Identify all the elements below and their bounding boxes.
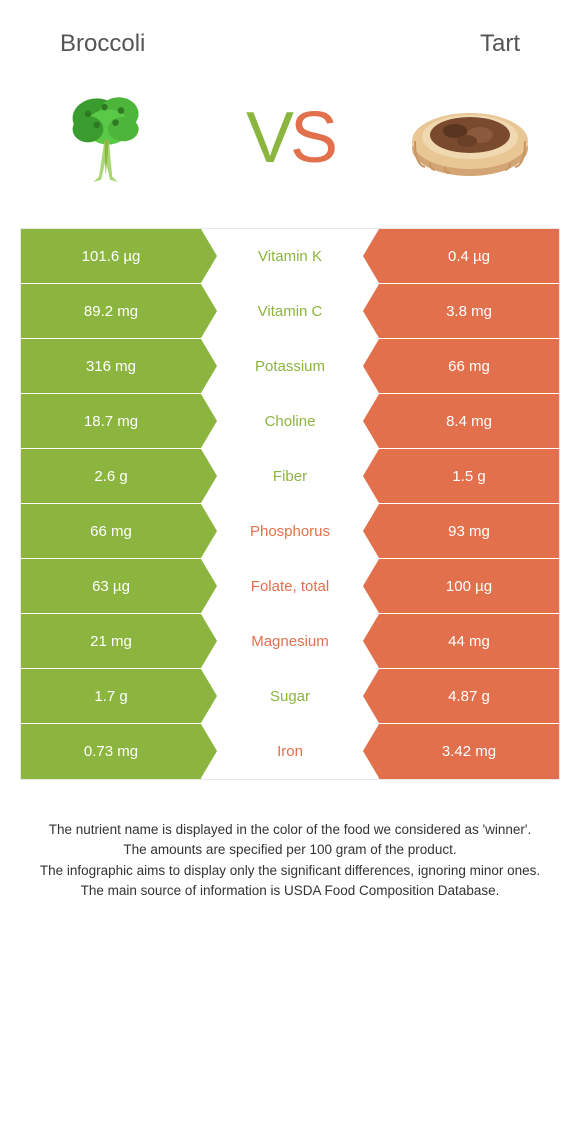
- right-value: 93 mg: [379, 504, 559, 558]
- footer-line: The amounts are specified per 100 gram o…: [30, 840, 550, 860]
- nutrient-label: Folate, total: [201, 559, 379, 613]
- nutrient-label: Phosphorus: [201, 504, 379, 558]
- right-value: 100 µg: [379, 559, 559, 613]
- table-row: 21 mgMagnesium44 mg: [21, 614, 559, 669]
- table-row: 2.6 gFiber1.5 g: [21, 449, 559, 504]
- table-row: 0.73 mgIron3.42 mg: [21, 724, 559, 779]
- right-value: 8.4 mg: [379, 394, 559, 448]
- footer-notes: The nutrient name is displayed in the co…: [0, 780, 580, 941]
- nutrient-label: Potassium: [201, 339, 379, 393]
- footer-line: The main source of information is USDA F…: [30, 881, 550, 901]
- broccoli-icon: [55, 83, 165, 193]
- table-row: 101.6 µgVitamin K0.4 µg: [21, 229, 559, 284]
- table-row: 1.7 gSugar4.87 g: [21, 669, 559, 724]
- nutrient-label: Choline: [201, 394, 379, 448]
- table-row: 18.7 mgCholine8.4 mg: [21, 394, 559, 449]
- left-value: 2.6 g: [21, 449, 201, 503]
- nutrient-table: 101.6 µgVitamin K0.4 µg89.2 mgVitamin C3…: [20, 228, 560, 780]
- table-row: 63 µgFolate, total100 µg: [21, 559, 559, 614]
- left-value: 18.7 mg: [21, 394, 201, 448]
- vs-v: V: [246, 98, 290, 178]
- footer-line: The infographic aims to display only the…: [30, 861, 550, 881]
- nutrient-label: Magnesium: [201, 614, 379, 668]
- header: Broccoli Tart: [0, 0, 580, 68]
- left-value: 101.6 µg: [21, 229, 201, 283]
- vs-label: VS: [246, 97, 334, 179]
- footer-line: The nutrient name is displayed in the co…: [30, 820, 550, 840]
- left-value: 21 mg: [21, 614, 201, 668]
- nutrient-label: Vitamin K: [201, 229, 379, 283]
- nutrient-label: Vitamin C: [201, 284, 379, 338]
- left-value: 63 µg: [21, 559, 201, 613]
- left-value: 0.73 mg: [21, 724, 201, 779]
- left-value: 66 mg: [21, 504, 201, 558]
- right-value: 1.5 g: [379, 449, 559, 503]
- nutrient-label: Sugar: [201, 669, 379, 723]
- right-value: 3.8 mg: [379, 284, 559, 338]
- right-value: 3.42 mg: [379, 724, 559, 779]
- nutrient-label: Iron: [201, 724, 379, 779]
- broccoli-image: [40, 78, 180, 198]
- right-value: 66 mg: [379, 339, 559, 393]
- nutrient-label: Fiber: [201, 449, 379, 503]
- tart-image: [400, 78, 540, 198]
- table-row: 89.2 mgVitamin C3.8 mg: [21, 284, 559, 339]
- tart-icon: [405, 93, 535, 183]
- table-row: 316 mgPotassium66 mg: [21, 339, 559, 394]
- table-row: 66 mgPhosphorus93 mg: [21, 504, 559, 559]
- right-food-title: Tart: [480, 30, 520, 58]
- left-food-title: Broccoli: [60, 30, 145, 58]
- right-value: 0.4 µg: [379, 229, 559, 283]
- vs-s: S: [290, 98, 334, 178]
- right-value: 44 mg: [379, 614, 559, 668]
- left-value: 1.7 g: [21, 669, 201, 723]
- left-value: 89.2 mg: [21, 284, 201, 338]
- images-row: VS: [0, 68, 580, 228]
- left-value: 316 mg: [21, 339, 201, 393]
- right-value: 4.87 g: [379, 669, 559, 723]
